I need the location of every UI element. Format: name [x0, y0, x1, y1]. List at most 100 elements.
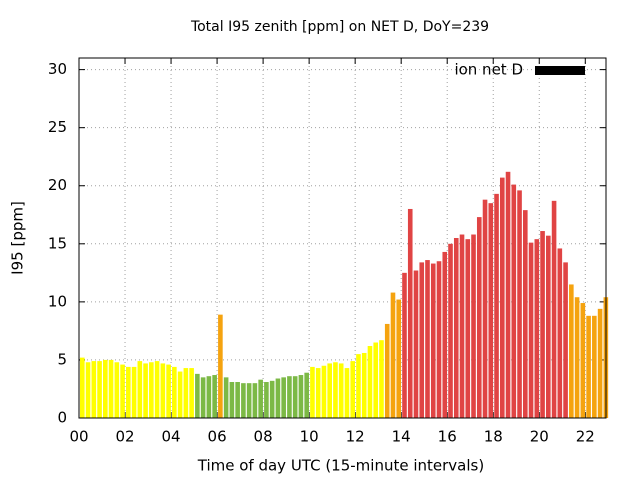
legend-label: ion net D — [454, 61, 523, 79]
bar — [264, 382, 269, 418]
bar — [597, 308, 603, 418]
bar — [338, 363, 344, 418]
bar — [143, 363, 148, 418]
y-tick-label: 20 — [48, 176, 67, 194]
bar — [321, 365, 327, 418]
bar — [546, 235, 551, 418]
x-tick-label: 02 — [115, 428, 134, 446]
bar — [310, 366, 315, 418]
bar — [511, 184, 517, 418]
bar — [407, 208, 413, 418]
bar — [258, 379, 263, 418]
y-tick-label: 15 — [48, 234, 67, 252]
bar — [206, 376, 212, 418]
bar — [137, 361, 143, 418]
bar — [333, 362, 338, 418]
bar — [298, 375, 304, 418]
bar — [367, 346, 373, 418]
bar — [569, 284, 574, 418]
bar — [384, 323, 390, 418]
bar — [292, 376, 298, 418]
bar — [149, 362, 154, 418]
bar — [108, 359, 114, 418]
bar — [505, 171, 511, 418]
bar — [430, 263, 436, 418]
bar — [195, 373, 200, 418]
bar — [241, 383, 246, 418]
legend-swatch — [535, 66, 585, 75]
x-tick-label: 16 — [438, 428, 457, 446]
bar — [80, 357, 85, 418]
bar — [413, 270, 419, 418]
x-axis-label: Time of day UTC (15-minute intervals) — [197, 457, 484, 475]
bar — [218, 314, 223, 418]
bar — [189, 368, 194, 418]
bar — [523, 210, 528, 418]
bar — [131, 366, 137, 418]
x-tick-label: 14 — [392, 428, 411, 446]
bar — [551, 200, 557, 418]
x-tick-label: 00 — [69, 428, 88, 446]
bar — [494, 193, 499, 418]
bar — [177, 371, 183, 418]
bar — [275, 378, 281, 418]
x-tick-label: 04 — [162, 428, 181, 446]
bar — [361, 352, 367, 418]
x-tick-label: 22 — [576, 428, 595, 446]
bar — [425, 260, 430, 418]
bar — [419, 262, 425, 418]
bar — [373, 342, 379, 418]
bar — [166, 364, 171, 418]
bar — [350, 361, 356, 418]
bar — [114, 362, 120, 418]
bar — [574, 297, 580, 418]
bar — [482, 199, 488, 418]
bar — [476, 217, 482, 418]
bar — [592, 315, 597, 418]
bar — [534, 239, 540, 418]
plot-border — [78, 57, 607, 419]
bar — [246, 383, 252, 418]
bar — [103, 359, 108, 418]
bar — [154, 361, 160, 418]
bar — [281, 377, 286, 418]
x-tick-label: 20 — [530, 428, 549, 446]
chart-title: Total I95 zenith [ppm] on NET D, DoY=239 — [190, 19, 489, 35]
y-tick-label: 30 — [48, 60, 67, 78]
x-tick-label: 10 — [300, 428, 319, 446]
bar — [488, 203, 494, 418]
bar — [85, 362, 91, 418]
x-tick-label: 18 — [484, 428, 503, 446]
bar — [453, 238, 459, 418]
bar — [442, 251, 448, 418]
bar — [252, 383, 258, 418]
x-tick-label: 06 — [208, 428, 227, 446]
bar — [465, 239, 471, 418]
bar — [126, 366, 131, 418]
bar — [557, 248, 563, 418]
bar — [448, 243, 453, 418]
bar — [517, 190, 522, 418]
y-tick-label: 10 — [48, 292, 67, 310]
bar — [212, 375, 217, 418]
bar — [499, 177, 505, 418]
bar — [390, 292, 396, 418]
bar — [586, 315, 591, 418]
bar — [223, 377, 229, 418]
bar — [471, 234, 476, 418]
bar — [396, 299, 402, 418]
bar — [172, 366, 177, 418]
x-tick-label: 08 — [254, 428, 273, 446]
bar — [344, 368, 350, 418]
bar — [97, 361, 102, 418]
bar — [183, 368, 189, 418]
bar — [287, 376, 292, 418]
bar — [160, 363, 166, 418]
bar — [229, 382, 235, 418]
y-tick-label: 5 — [57, 350, 67, 368]
y-tick-label: 25 — [48, 118, 67, 136]
y-axis-label: I95 [ppm] — [9, 201, 27, 275]
bar — [315, 368, 321, 418]
bar — [200, 377, 206, 418]
